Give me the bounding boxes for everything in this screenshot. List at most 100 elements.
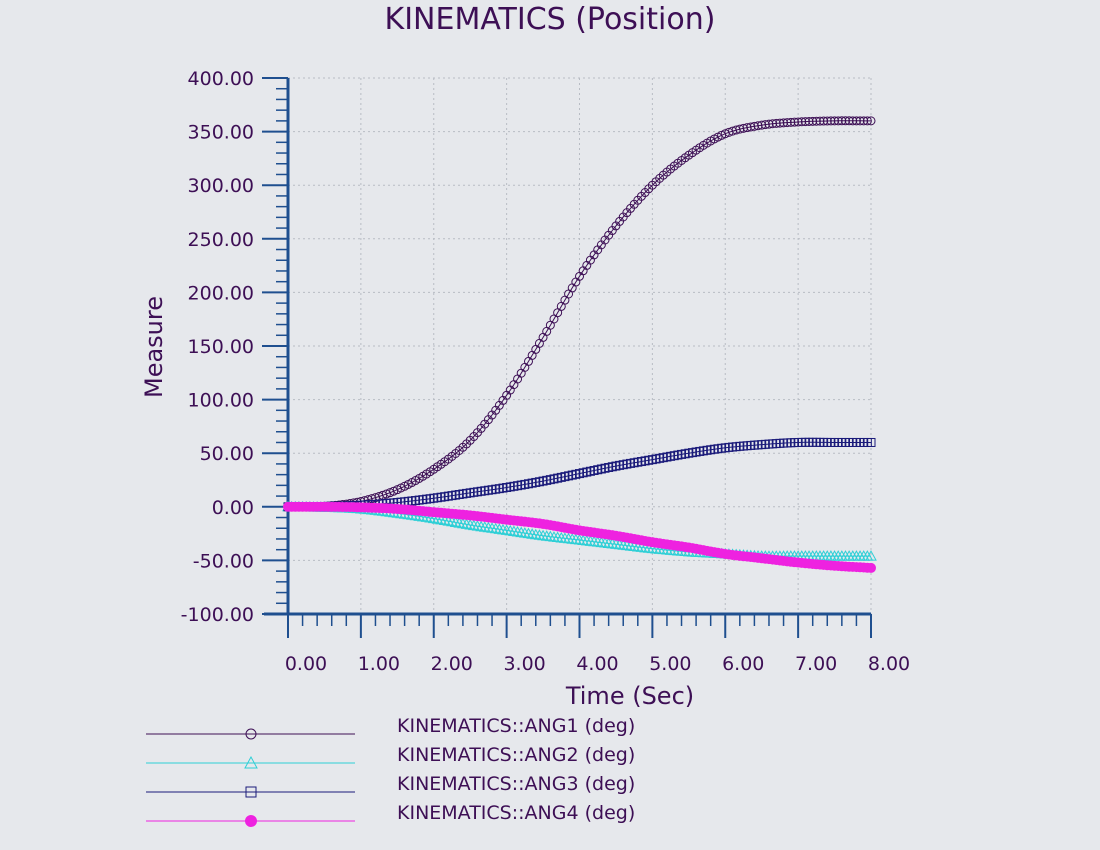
data-point xyxy=(786,117,796,127)
data-point xyxy=(518,527,531,538)
x-tick-label: 1.00 xyxy=(358,653,400,675)
grid xyxy=(288,77,872,614)
data-point xyxy=(431,513,444,524)
data-point xyxy=(420,511,433,522)
y-tick-label: 200.00 xyxy=(188,282,254,304)
x-tick-label: 7.00 xyxy=(795,653,837,675)
series-4 xyxy=(283,501,876,573)
data-point xyxy=(442,515,455,526)
data-point xyxy=(859,116,869,126)
data-point xyxy=(855,116,865,126)
data-point xyxy=(464,518,477,530)
data-point xyxy=(830,116,840,126)
data-point xyxy=(779,118,789,128)
y-tick-label: 400.00 xyxy=(188,68,254,90)
data-point xyxy=(493,523,506,534)
data-point xyxy=(746,122,756,132)
data-point xyxy=(782,118,792,128)
data-point xyxy=(768,119,778,129)
series-line xyxy=(288,120,871,508)
data-point xyxy=(467,519,480,531)
chart-title: KINEMATICS (Position) xyxy=(384,2,716,37)
x-tick-label: 2.00 xyxy=(431,653,473,675)
data-point xyxy=(811,116,821,126)
data-point xyxy=(804,116,814,126)
y-tick-label: 250.00 xyxy=(188,229,254,251)
data-point xyxy=(515,526,528,538)
data-point xyxy=(500,524,513,535)
data-point xyxy=(508,525,520,536)
data-point xyxy=(438,514,451,525)
data-point xyxy=(446,515,458,527)
data-point xyxy=(844,116,854,126)
y-tick-label: 100.00 xyxy=(188,390,254,412)
data-point xyxy=(865,550,877,561)
data-point xyxy=(851,116,861,126)
data-point xyxy=(848,116,858,126)
data-point xyxy=(866,562,876,573)
series-layer xyxy=(282,116,877,573)
data-point xyxy=(797,117,807,127)
data-point xyxy=(760,120,770,130)
data-point xyxy=(826,116,836,126)
data-point xyxy=(522,527,535,539)
data-point xyxy=(840,116,850,126)
y-tick-label: -50.00 xyxy=(193,550,254,572)
data-point xyxy=(789,117,799,127)
x-tick-label: 5.00 xyxy=(649,653,691,675)
x-tick-label: 3.00 xyxy=(503,653,545,675)
data-point xyxy=(416,510,429,522)
data-point xyxy=(453,517,466,528)
data-point xyxy=(808,116,818,126)
y-tick-label: -100.00 xyxy=(181,604,254,626)
data-point xyxy=(771,118,781,128)
data-point xyxy=(435,513,447,525)
data-point xyxy=(497,523,509,535)
data-point xyxy=(793,117,803,127)
data-point xyxy=(822,116,832,126)
x-axis-title: Time (Sec) xyxy=(565,682,694,710)
data-point xyxy=(478,521,491,532)
data-point xyxy=(449,516,462,527)
data-point xyxy=(475,520,487,532)
data-point xyxy=(460,518,473,529)
x-tick-label: 8.00 xyxy=(868,653,910,675)
data-point xyxy=(504,524,517,536)
y-tick-label: 300.00 xyxy=(188,175,254,197)
data-point xyxy=(427,512,440,524)
data-point xyxy=(862,116,872,126)
data-point xyxy=(489,522,502,534)
data-point xyxy=(837,116,847,126)
data-point xyxy=(738,123,748,133)
x-tick-label: 4.00 xyxy=(576,653,618,675)
data-point xyxy=(866,116,876,126)
data-point xyxy=(511,525,524,537)
data-point xyxy=(833,116,843,126)
y-tick-label: 150.00 xyxy=(188,336,254,358)
x-tick-label: 6.00 xyxy=(722,653,764,675)
data-point xyxy=(529,528,542,540)
data-point xyxy=(526,528,538,539)
data-point xyxy=(424,511,436,523)
data-point xyxy=(753,121,763,131)
data-point xyxy=(457,517,469,529)
data-point xyxy=(764,119,774,129)
data-point xyxy=(815,116,825,126)
y-tick-label: 350.00 xyxy=(188,122,254,144)
data-point xyxy=(486,522,498,533)
data-point xyxy=(800,117,810,127)
data-point xyxy=(775,118,785,128)
data-point xyxy=(819,116,829,126)
data-point xyxy=(749,121,759,131)
data-point xyxy=(742,123,752,133)
y-tick-label: 50.00 xyxy=(200,443,254,465)
y-axis-title: Measure xyxy=(140,296,168,398)
data-point xyxy=(866,437,876,447)
x-tick-label: 0.00 xyxy=(285,653,327,675)
data-point xyxy=(471,520,484,531)
data-point xyxy=(757,120,767,130)
axes: -100.00 -50.00 0.00 50.00 100.00 150.00 200.00… xyxy=(181,68,911,675)
data-point xyxy=(482,521,495,533)
y-tick-label: 0.00 xyxy=(212,497,254,519)
